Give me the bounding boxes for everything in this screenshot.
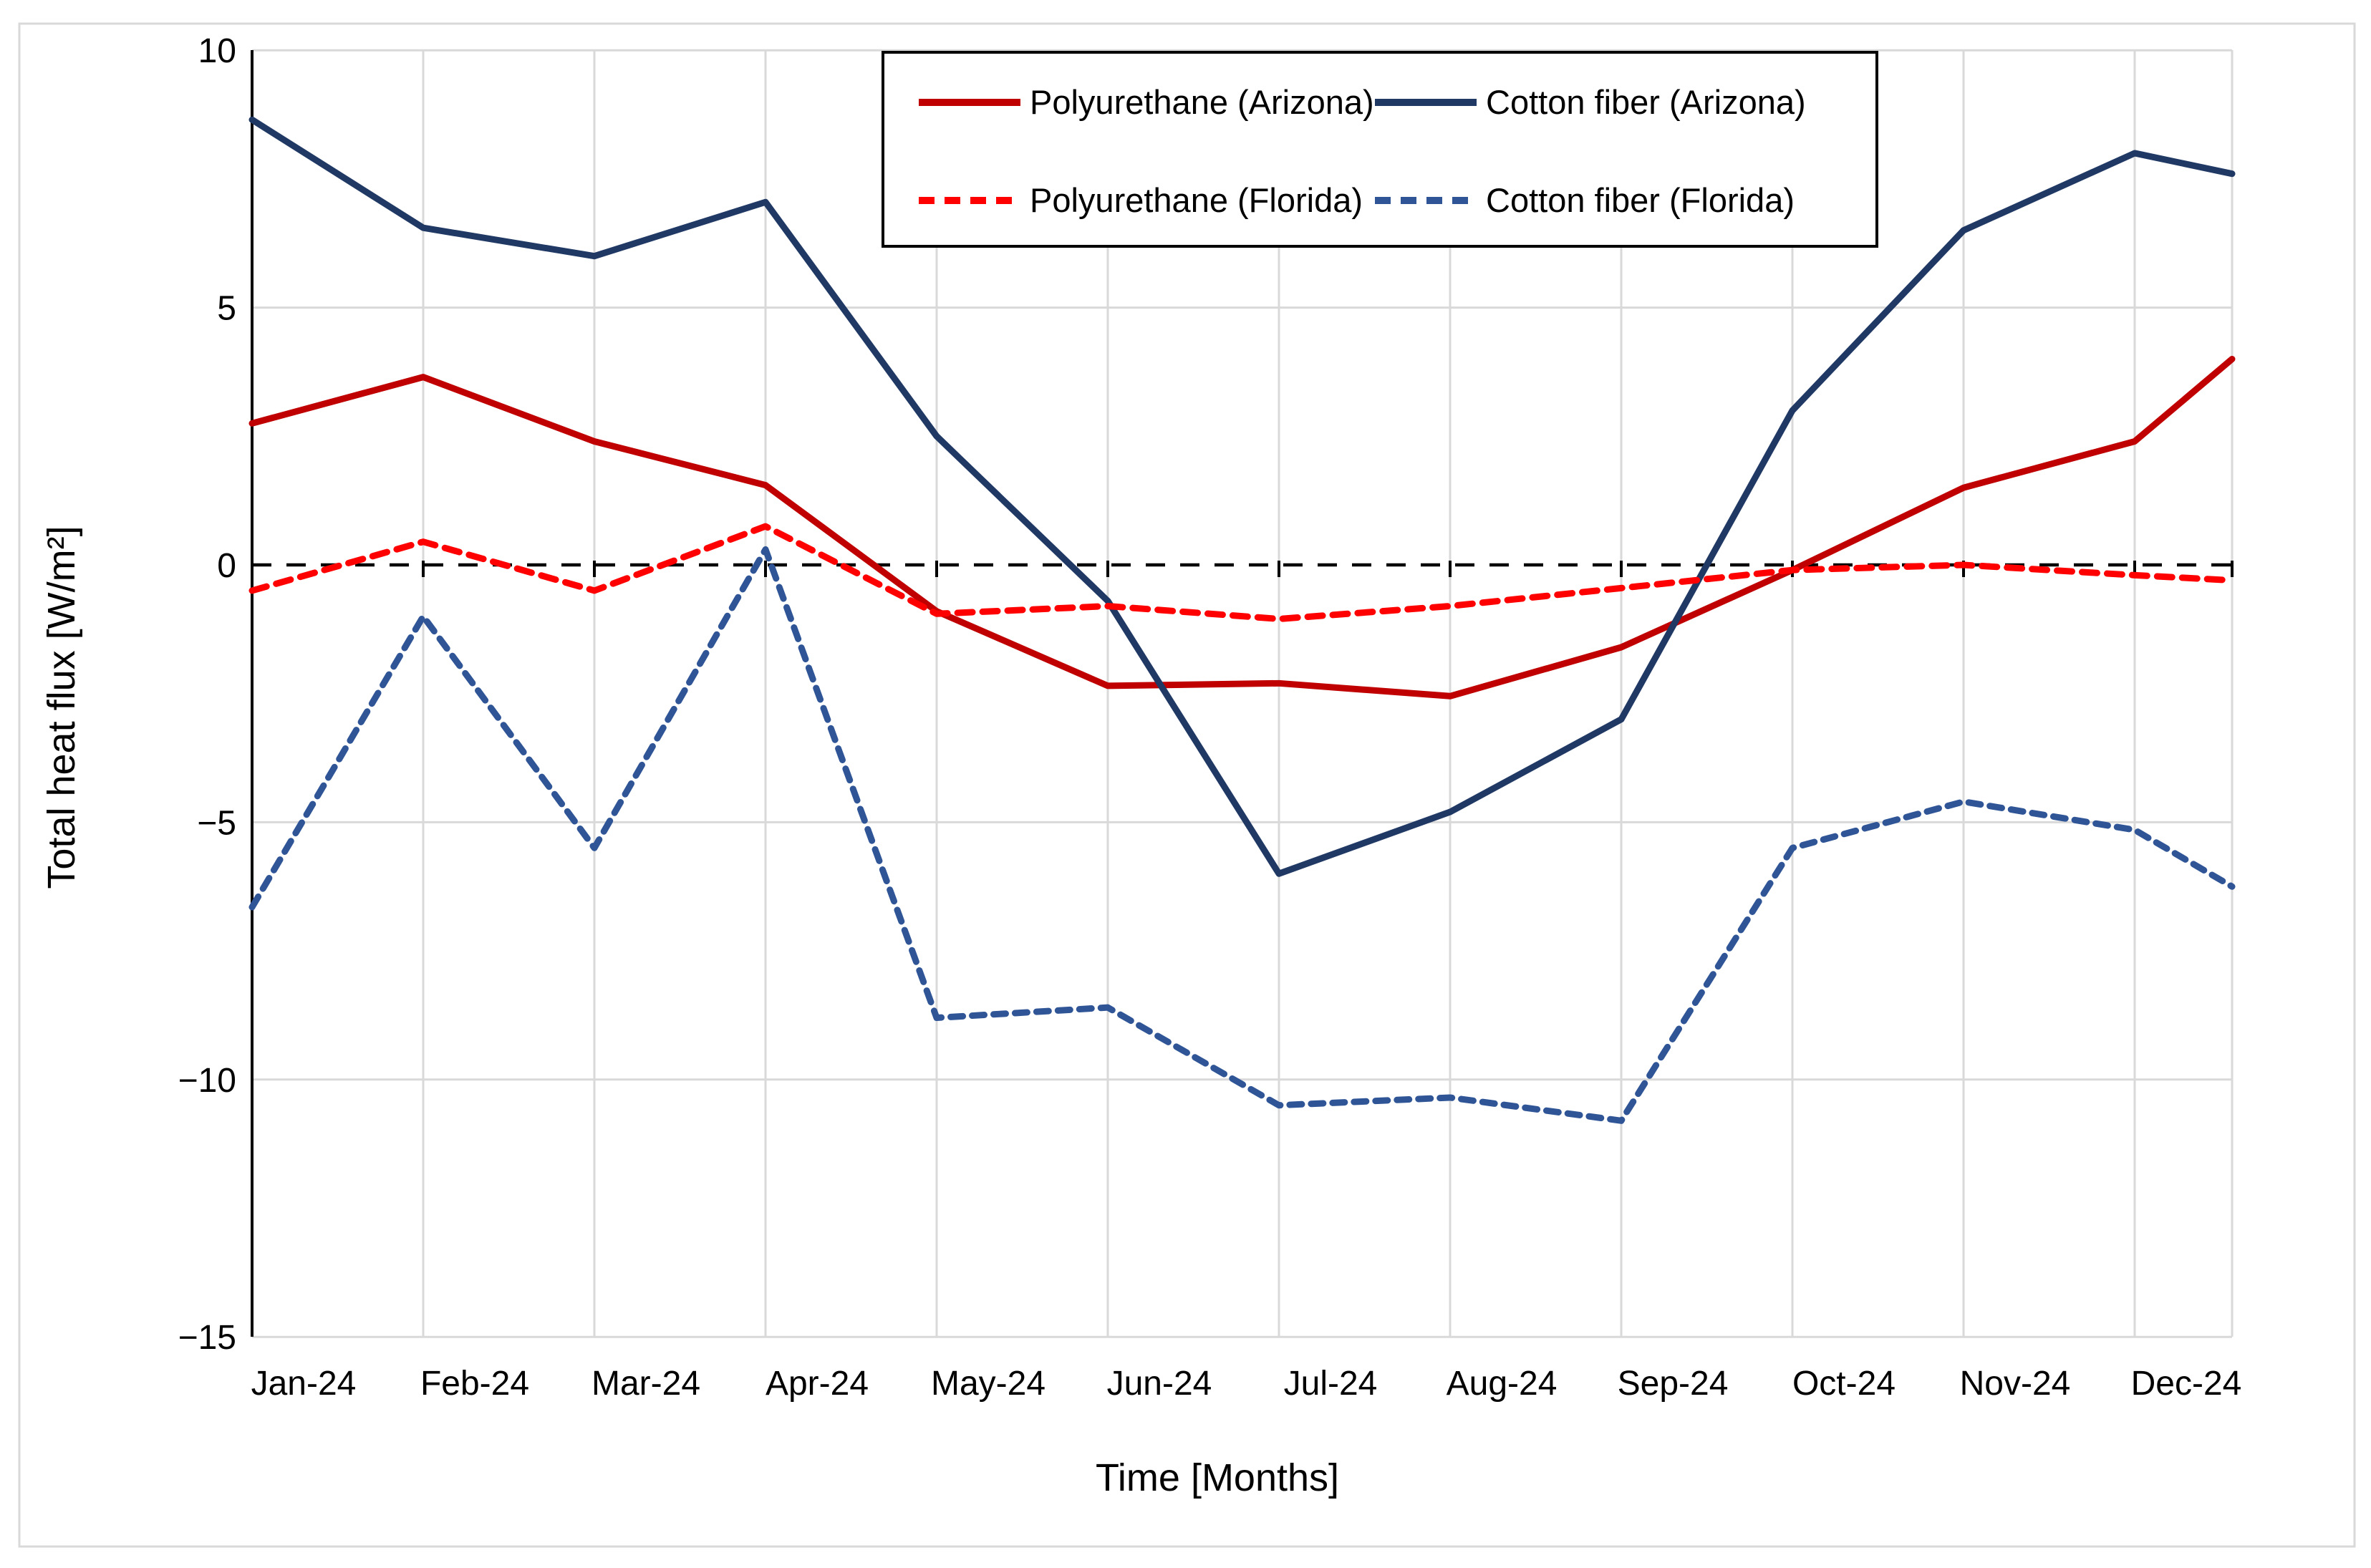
y-tick-label: 0: [217, 547, 236, 585]
legend-item-cotton-fiber-florida: Cotton fiber (Florida): [1375, 181, 1795, 219]
y-tick-labels: 10 5 0 −5 −10 −15: [178, 32, 236, 1357]
x-tick-label: Apr-24: [766, 1365, 869, 1403]
legend-label: Cotton fiber (Arizona): [1486, 83, 1806, 121]
y-tick-label: 5: [217, 290, 236, 328]
legend-item-polyurethane-arizona: Polyurethane (Arizona): [919, 83, 1374, 121]
legend-item-polyurethane-florida: Polyurethane (Florida): [919, 181, 1363, 219]
y-tick-label: −10: [178, 1062, 236, 1100]
x-tick-label: Feb-24: [420, 1365, 529, 1403]
legend-item-cotton-fiber-arizona: Cotton fiber (Arizona): [1375, 83, 1806, 121]
x-tick-label: May-24: [931, 1365, 1046, 1403]
x-tick-label: Sep-24: [1618, 1365, 1729, 1403]
x-tick-label: Oct-24: [1792, 1365, 1896, 1403]
legend-label: Polyurethane (Florida): [1030, 181, 1363, 219]
y-tick-label: 10: [198, 32, 236, 70]
legend-label: Polyurethane (Arizona): [1030, 83, 1374, 121]
x-tick-label: Jan-24: [251, 1365, 357, 1403]
x-axis-title: Time [Months]: [1096, 1456, 1339, 1499]
legend-label: Cotton fiber (Florida): [1486, 181, 1795, 219]
series-line-polyurethane-arizona: [248, 355, 2236, 700]
x-tick-label: Mar-24: [591, 1365, 700, 1403]
x-tick-label: Aug-24: [1447, 1365, 1558, 1403]
x-tick-label: Jul-24: [1284, 1365, 1378, 1403]
legend-box: [882, 51, 1878, 248]
x-tick-labels: Jan-24 Feb-24 Mar-24 Apr-24 May-24 Jun-24 Jul-…: [251, 1365, 2242, 1403]
plot-area: 10 5 0 −5 −10 −15 Jan-24 Feb-24 Mar-24 Apr-24 May-…: [178, 32, 2242, 1403]
series-line-polyurethane-florida: [248, 523, 2236, 622]
y-axis-title: Total heat flux [W/m²]: [40, 526, 83, 889]
legend: Polyurethane (Arizona) Cotton fiber (Ari…: [882, 51, 1878, 248]
x-tick-label: Nov-24: [1960, 1365, 2071, 1403]
series-line-cotton-fiber-florida: [248, 546, 2236, 1124]
y-tick-label: −15: [178, 1319, 236, 1357]
x-tick-label: Jun-24: [1107, 1365, 1212, 1403]
figure-border: [18, 22, 2356, 1548]
y-tick-label: −5: [197, 804, 236, 842]
x-tick-label: Dec-24: [2131, 1365, 2242, 1403]
series-line-cotton-fiber-arizona: [248, 116, 2236, 877]
zero-axis-line: [252, 561, 2234, 577]
